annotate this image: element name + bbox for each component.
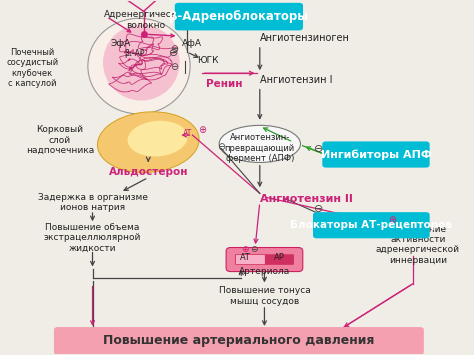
Text: Повышение артериального давления: Повышение артериального давления: [103, 334, 374, 348]
Text: Ангиотензиноген: Ангиотензиноген: [260, 33, 350, 43]
Ellipse shape: [98, 112, 199, 173]
FancyBboxPatch shape: [54, 327, 424, 355]
Text: Повышение объема
экстрацеллюлярной
жидкости: Повышение объема экстрацеллюлярной жидко…: [44, 223, 141, 252]
FancyBboxPatch shape: [226, 247, 303, 272]
Text: Блокаторы АТ-рецепторов: Блокаторы АТ-рецепторов: [290, 220, 452, 230]
Text: Ингибиторы АПФ: Ингибиторы АПФ: [320, 149, 431, 160]
Text: ⊖: ⊖: [314, 204, 323, 214]
Text: АР: АР: [274, 252, 285, 262]
Text: Корковый
слой
надпочечника: Корковый слой надпочечника: [26, 125, 94, 155]
Text: AT: AT: [183, 129, 192, 138]
Text: Почечный
сосудистый
клубочек
с капсулой: Почечный сосудистый клубочек с капсулой: [6, 48, 58, 88]
FancyBboxPatch shape: [235, 254, 294, 265]
Text: ⊕: ⊕: [241, 246, 249, 255]
Text: β₁-АР: β₁-АР: [124, 49, 145, 58]
Text: ⊖: ⊖: [217, 142, 225, 152]
Text: ⊖: ⊖: [170, 44, 178, 55]
Text: Задержка в организме
ионов натрия: Задержка в организме ионов натрия: [37, 192, 147, 212]
FancyBboxPatch shape: [175, 3, 303, 31]
FancyBboxPatch shape: [313, 212, 429, 238]
Text: Повышение тонуса
мышц сосудов: Повышение тонуса мышц сосудов: [219, 286, 310, 306]
Text: ⊕: ⊕: [388, 215, 396, 225]
Ellipse shape: [103, 24, 180, 100]
Text: ЭфА: ЭфА: [110, 39, 130, 48]
FancyBboxPatch shape: [322, 141, 429, 168]
Text: Ангиотензин II: Ангиотензин II: [260, 194, 353, 204]
Text: ⊖: ⊖: [169, 48, 179, 58]
Text: Ренин: Ренин: [206, 79, 243, 89]
Text: β-Адреноблокаторы: β-Адреноблокаторы: [169, 10, 308, 23]
Text: Ангиотензин I: Ангиотензин I: [260, 75, 332, 85]
Text: ⊖: ⊖: [314, 144, 323, 154]
Ellipse shape: [88, 18, 190, 114]
Text: ⊖: ⊖: [170, 62, 178, 72]
Text: ЮГК: ЮГК: [197, 56, 219, 65]
Text: Адренергическое
волокно: Адренергическое волокно: [104, 10, 188, 30]
Ellipse shape: [219, 125, 301, 163]
Ellipse shape: [128, 121, 188, 157]
Text: Артериола: Артериола: [239, 267, 290, 276]
FancyBboxPatch shape: [236, 255, 265, 264]
Text: Повышение
активности
адренергической
иннервации: Повышение активности адренергической инн…: [376, 225, 460, 265]
Text: ⊕: ⊕: [198, 125, 206, 135]
Text: ⊖: ⊖: [250, 246, 258, 255]
Text: АфА: АфА: [182, 39, 202, 48]
Text: Ангиотензин-
превращающий
фермент (АПФ): Ангиотензин- превращающий фермент (АПФ): [225, 133, 295, 163]
Text: АТ: АТ: [239, 252, 250, 262]
Text: Альдостерон: Альдостерон: [109, 167, 188, 177]
